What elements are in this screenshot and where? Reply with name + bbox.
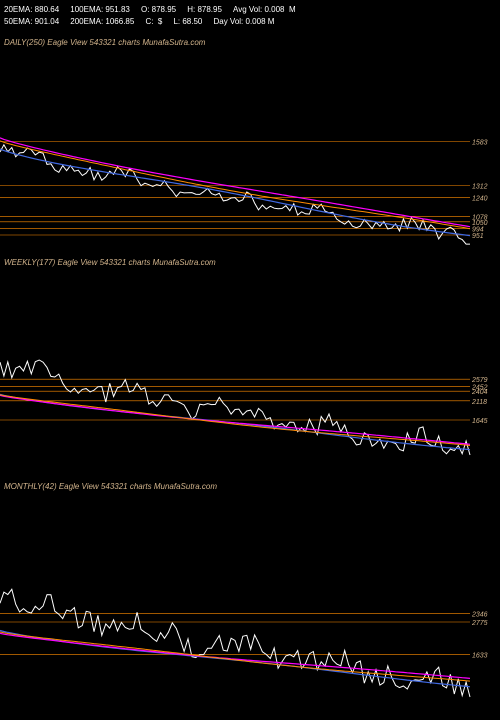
header-item: H: 878.95 bbox=[187, 4, 233, 16]
header-item: C: $ bbox=[145, 16, 173, 28]
chart-svg: 15831312124010781050994951 bbox=[0, 36, 500, 246]
panel-title: WEEKLY(177) Eagle View 543321 charts Mun… bbox=[4, 258, 216, 267]
chart-svg: 25792452240421181645 bbox=[0, 256, 500, 466]
header-item: 20EMA: 880.64 bbox=[4, 4, 70, 16]
panel-title: DAILY(250) Eagle View 543321 charts Muna… bbox=[4, 38, 205, 47]
header-item: 200EMA: 1066.85 bbox=[70, 16, 145, 28]
series-line bbox=[0, 145, 470, 244]
price-label: 1312 bbox=[472, 184, 488, 191]
price-label: 1633 bbox=[472, 652, 488, 659]
header-item: 100EMA: 951.83 bbox=[70, 4, 141, 16]
price-label: 1645 bbox=[472, 418, 488, 425]
header-info: 20EMA: 880.64 100EMA: 951.83 O: 878.95 H… bbox=[4, 4, 296, 28]
chart-container: 20EMA: 880.64 100EMA: 951.83 O: 878.95 H… bbox=[0, 0, 500, 720]
header-row-1: 20EMA: 880.64 100EMA: 951.83 O: 878.95 H… bbox=[4, 4, 296, 16]
price-label: 951 bbox=[472, 233, 484, 240]
price-label: 2346 bbox=[471, 612, 488, 619]
price-label: 2404 bbox=[471, 389, 488, 396]
series-line bbox=[0, 394, 470, 449]
header-item: O: 878.95 bbox=[141, 4, 187, 16]
price-label: 2579 bbox=[471, 377, 488, 384]
price-label: 1583 bbox=[472, 140, 488, 147]
header-row-2: 50EMA: 901.04 200EMA: 1066.85 C: $ L: 68… bbox=[4, 16, 296, 28]
price-label: 1240 bbox=[472, 196, 488, 203]
chart-panel: MONTHLY(42) Eagle View 543321 charts Mun… bbox=[0, 480, 500, 710]
series-line bbox=[0, 360, 470, 455]
chart-panel: WEEKLY(177) Eagle View 543321 charts Mun… bbox=[0, 256, 500, 466]
header-item: 50EMA: 901.04 bbox=[4, 16, 70, 28]
chart-svg: 23462775 1633 bbox=[0, 480, 500, 710]
series-line bbox=[0, 149, 470, 236]
chart-panel: DAILY(250) Eagle View 543321 charts Muna… bbox=[0, 36, 500, 246]
price-label: 2118 bbox=[471, 399, 487, 406]
price-label: 2775 bbox=[471, 620, 488, 627]
header-item: Avg Vol: 0.008 M bbox=[233, 4, 296, 16]
series-line bbox=[0, 141, 470, 229]
series-line bbox=[0, 138, 470, 227]
series-line bbox=[0, 632, 470, 681]
header-item: L: 68.50 bbox=[173, 16, 213, 28]
panel-title: MONTHLY(42) Eagle View 543321 charts Mun… bbox=[4, 482, 217, 491]
header-item: Day Vol: 0.008 M bbox=[213, 16, 274, 28]
